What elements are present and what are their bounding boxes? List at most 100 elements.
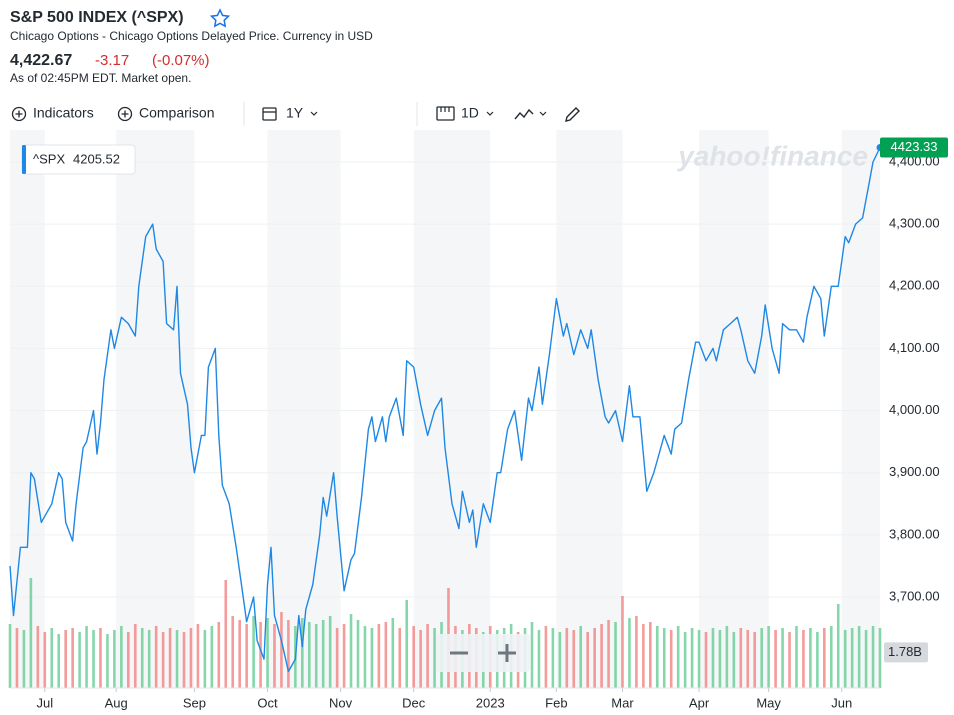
volume-bar bbox=[189, 628, 193, 688]
volume-bar bbox=[788, 632, 791, 688]
volume-bar bbox=[662, 628, 666, 688]
volume-bar bbox=[328, 616, 332, 688]
month-band bbox=[841, 130, 880, 688]
last-price-tag bbox=[880, 137, 948, 158]
volume-bar bbox=[655, 626, 659, 688]
volume-bar bbox=[405, 600, 409, 688]
watchlist-star[interactable] bbox=[209, 8, 231, 28]
volume-bar bbox=[50, 628, 54, 688]
volume-bar bbox=[22, 630, 26, 688]
x-tick-label: Nov bbox=[329, 695, 353, 710]
legend-value: 4205.52 bbox=[73, 151, 120, 166]
volume-bar bbox=[836, 604, 840, 688]
volume-bar bbox=[147, 630, 151, 688]
volume-bar bbox=[127, 632, 130, 688]
volume-bar bbox=[182, 632, 186, 688]
volume-bar bbox=[419, 630, 422, 688]
volume-bar bbox=[113, 630, 116, 688]
y-tick-label: 4,200.00 bbox=[889, 278, 940, 293]
volume-bar bbox=[795, 626, 798, 688]
volume-bar bbox=[586, 632, 589, 688]
volume-bar bbox=[433, 628, 436, 688]
volume-bar bbox=[168, 628, 172, 688]
volume-bar bbox=[739, 628, 743, 688]
volume-bar bbox=[363, 626, 367, 688]
volume-bar bbox=[628, 618, 631, 688]
price: 4,422.67 bbox=[10, 52, 72, 69]
volume-bar bbox=[43, 632, 47, 688]
volume-bar bbox=[57, 634, 61, 688]
month-band bbox=[116, 130, 195, 688]
volume-bar bbox=[767, 626, 770, 688]
interval-button[interactable]: 1D bbox=[436, 105, 494, 121]
volume-bar bbox=[809, 628, 812, 688]
volume-bar bbox=[746, 630, 750, 688]
draw-button[interactable] bbox=[565, 107, 580, 122]
volume-bar bbox=[224, 580, 228, 688]
month-band bbox=[556, 130, 623, 688]
volume-bar bbox=[690, 628, 694, 688]
volume-bar bbox=[356, 620, 360, 688]
volume-bar bbox=[8, 624, 12, 688]
comparison-button[interactable]: Comparison bbox=[117, 105, 215, 122]
volume-bar bbox=[85, 626, 88, 688]
comparison-label[interactable]: Comparison bbox=[139, 105, 214, 121]
indicators-label[interactable]: Indicators bbox=[33, 105, 94, 121]
volume-bar bbox=[593, 628, 596, 688]
volume-bar bbox=[843, 630, 847, 688]
volume-bar bbox=[871, 626, 875, 688]
volume-bar bbox=[245, 624, 248, 688]
volume-bar bbox=[642, 624, 645, 688]
volume-bar bbox=[203, 630, 207, 688]
volume-bar bbox=[614, 622, 617, 688]
volume-bar bbox=[140, 628, 144, 688]
volume-bar bbox=[649, 622, 652, 688]
volume-bar bbox=[29, 578, 33, 688]
volume-bar bbox=[704, 632, 708, 688]
volume-bar bbox=[725, 626, 729, 688]
volume-bar bbox=[669, 630, 673, 688]
watermark: yahoo!finance bbox=[676, 140, 868, 171]
volume-bar bbox=[607, 620, 610, 688]
volume-bar bbox=[71, 628, 74, 688]
volume-bar bbox=[287, 620, 290, 688]
interval-label[interactable]: 1D bbox=[461, 105, 479, 121]
chart-type-button[interactable] bbox=[514, 108, 547, 120]
range-label[interactable]: 1Y bbox=[286, 105, 304, 121]
volume-bar bbox=[280, 612, 283, 688]
volume-bar bbox=[307, 622, 311, 688]
volume-tag bbox=[884, 642, 928, 663]
volume-bar bbox=[15, 628, 19, 688]
volume-bar bbox=[621, 596, 624, 688]
range-button[interactable]: 1Y bbox=[262, 105, 318, 121]
volume-bar bbox=[349, 614, 353, 688]
volume-bar bbox=[816, 632, 819, 688]
volume-bar bbox=[732, 632, 736, 688]
price-line bbox=[9, 147, 881, 673]
zoom-controls bbox=[436, 634, 530, 672]
volume-bar bbox=[544, 626, 548, 688]
y-tick-label: 4,100.00 bbox=[889, 340, 940, 355]
volume-bar bbox=[321, 620, 325, 688]
grid bbox=[10, 161, 880, 598]
as-of: As of 02:45PM EDT. Market open. bbox=[10, 71, 191, 85]
volume-bar bbox=[537, 630, 541, 688]
volume-bar bbox=[210, 626, 214, 688]
y-tick-label: 4,000.00 bbox=[889, 402, 940, 417]
indicators-button[interactable]: Indicators bbox=[11, 105, 94, 122]
volume-bar bbox=[36, 626, 40, 688]
volume-bar bbox=[175, 630, 179, 688]
volume-bar bbox=[558, 632, 562, 688]
change: -3.17 bbox=[95, 52, 129, 69]
y-tick-label: 3,800.00 bbox=[889, 526, 940, 541]
volume-bar bbox=[301, 618, 304, 688]
x-tick-label: 2023 bbox=[476, 695, 505, 710]
volume-bar bbox=[266, 618, 269, 688]
zoom-in[interactable] bbox=[498, 644, 516, 662]
title: S&P 500 INDEX (^SPX) bbox=[10, 9, 184, 26]
subtitle: Chicago Options - Chicago Options Delaye… bbox=[10, 29, 373, 43]
volume-tag-label: 1.78B bbox=[888, 644, 922, 659]
volume-bar bbox=[391, 618, 395, 688]
volume-bar bbox=[878, 628, 882, 688]
